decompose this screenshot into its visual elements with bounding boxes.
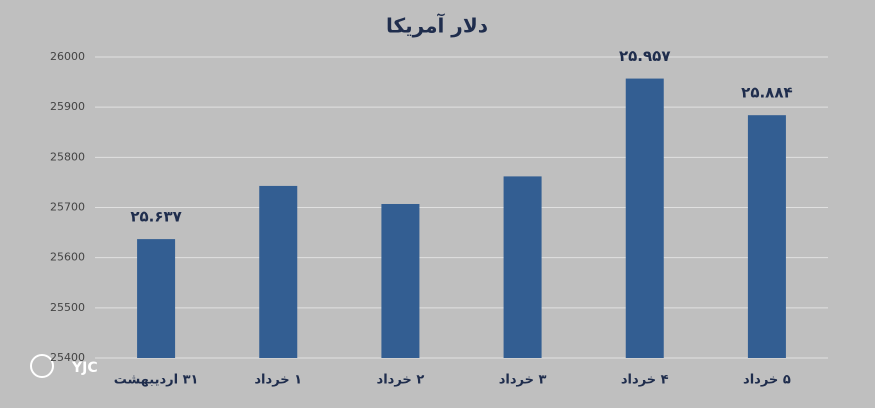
bar bbox=[747, 115, 786, 359]
bar bbox=[259, 185, 298, 358]
bar bbox=[503, 176, 542, 358]
value-label: ۲۵.۶۳۷ bbox=[130, 208, 181, 226]
chart-title: دلار آمریکا bbox=[386, 13, 488, 38]
x-tick-label: ۱ خرداد bbox=[254, 373, 302, 388]
x-tick-label: ۳ خرداد bbox=[499, 373, 547, 388]
y-tick-label: 25600 bbox=[50, 251, 85, 264]
value-label: ۲۵.۸۸۴ bbox=[741, 84, 792, 102]
y-tick-label: 25700 bbox=[50, 201, 85, 214]
x-tick-label: ۲ خرداد bbox=[377, 373, 425, 388]
x-tick-label: ۵ خرداد bbox=[743, 373, 791, 388]
y-tick-label: 25800 bbox=[50, 150, 85, 163]
bar bbox=[381, 203, 420, 358]
x-tick-label: ۴ خرداد bbox=[621, 373, 669, 388]
bar bbox=[625, 78, 664, 359]
logo-icon bbox=[30, 354, 54, 378]
watermark: YJC bbox=[71, 360, 98, 376]
y-tick-label: 26000 bbox=[50, 50, 85, 63]
y-tick-label: 25400 bbox=[50, 351, 85, 364]
x-tick-label: ۳۱ اردیبهشت bbox=[114, 373, 199, 388]
bar bbox=[137, 239, 176, 358]
value-label: ۲۵.۹۵۷ bbox=[619, 47, 670, 65]
y-tick-label: 25900 bbox=[50, 100, 85, 113]
y-tick-label: 25500 bbox=[50, 301, 85, 314]
